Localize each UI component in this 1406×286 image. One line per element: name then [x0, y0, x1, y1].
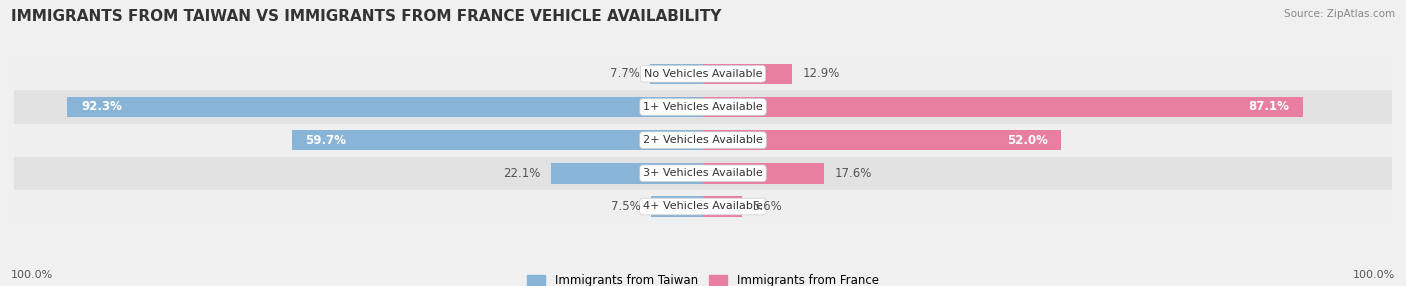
- Text: 17.6%: 17.6%: [835, 167, 872, 180]
- Bar: [551, 163, 703, 184]
- Text: 100.0%: 100.0%: [11, 270, 53, 280]
- Text: 52.0%: 52.0%: [1007, 134, 1047, 147]
- Text: 5.6%: 5.6%: [752, 200, 782, 213]
- Text: 7.7%: 7.7%: [610, 67, 640, 80]
- Bar: [14, 90, 1392, 124]
- Bar: [291, 130, 703, 150]
- Text: Source: ZipAtlas.com: Source: ZipAtlas.com: [1284, 9, 1395, 19]
- Text: 12.9%: 12.9%: [803, 67, 839, 80]
- Bar: [703, 63, 792, 84]
- Bar: [14, 57, 1392, 90]
- Bar: [14, 157, 1392, 190]
- Text: 2+ Vehicles Available: 2+ Vehicles Available: [643, 135, 763, 145]
- Text: 92.3%: 92.3%: [82, 100, 122, 114]
- Text: 3+ Vehicles Available: 3+ Vehicles Available: [643, 168, 763, 178]
- Bar: [703, 130, 1062, 150]
- Bar: [650, 63, 703, 84]
- Text: 87.1%: 87.1%: [1249, 100, 1289, 114]
- Bar: [703, 97, 1303, 117]
- Text: 59.7%: 59.7%: [305, 134, 346, 147]
- Bar: [67, 97, 703, 117]
- Text: IMMIGRANTS FROM TAIWAN VS IMMIGRANTS FROM FRANCE VEHICLE AVAILABILITY: IMMIGRANTS FROM TAIWAN VS IMMIGRANTS FRO…: [11, 9, 721, 23]
- Bar: [703, 163, 824, 184]
- Bar: [14, 190, 1392, 223]
- Text: 7.5%: 7.5%: [612, 200, 641, 213]
- Text: 100.0%: 100.0%: [1353, 270, 1395, 280]
- Text: No Vehicles Available: No Vehicles Available: [644, 69, 762, 79]
- Text: 4+ Vehicles Available: 4+ Vehicles Available: [643, 202, 763, 211]
- Bar: [703, 196, 741, 217]
- Text: 22.1%: 22.1%: [503, 167, 540, 180]
- Text: 1+ Vehicles Available: 1+ Vehicles Available: [643, 102, 763, 112]
- Legend: Immigrants from Taiwan, Immigrants from France: Immigrants from Taiwan, Immigrants from …: [523, 269, 883, 286]
- Bar: [14, 124, 1392, 157]
- Bar: [651, 196, 703, 217]
